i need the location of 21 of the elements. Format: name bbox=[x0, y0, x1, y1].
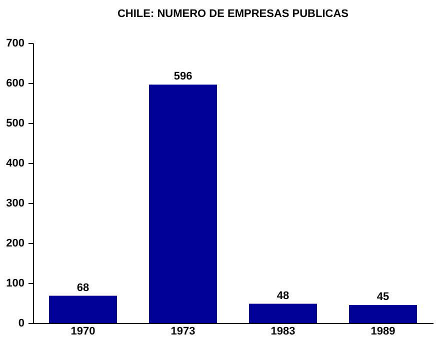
y-tick-label: 100 bbox=[6, 278, 24, 290]
bar bbox=[349, 305, 417, 323]
x-tick-label: 1989 bbox=[370, 326, 396, 338]
data-label: 45 bbox=[376, 291, 390, 303]
y-tick-label: 700 bbox=[6, 38, 24, 50]
data-label: 68 bbox=[76, 282, 90, 294]
data-label: 48 bbox=[276, 290, 290, 302]
data-label: 596 bbox=[174, 70, 192, 83]
y-tick-label: 0 bbox=[18, 318, 24, 330]
y-tick-label: 500 bbox=[6, 118, 24, 130]
x-tick-label: 1973 bbox=[170, 326, 196, 338]
y-tick-label: 200 bbox=[6, 238, 24, 250]
bar bbox=[49, 296, 117, 323]
bar bbox=[149, 84, 217, 323]
y-tick-label: 300 bbox=[6, 198, 24, 210]
bar bbox=[249, 304, 317, 323]
y-tick-label: 400 bbox=[6, 158, 24, 170]
chart-title: CHILE: NUMERO DE EMPRESAS PUBLICAS bbox=[117, 8, 349, 20]
x-tick-label: 1983 bbox=[270, 326, 296, 338]
x-tick-label: 1970 bbox=[70, 326, 96, 338]
y-tick-label: 600 bbox=[6, 78, 24, 90]
